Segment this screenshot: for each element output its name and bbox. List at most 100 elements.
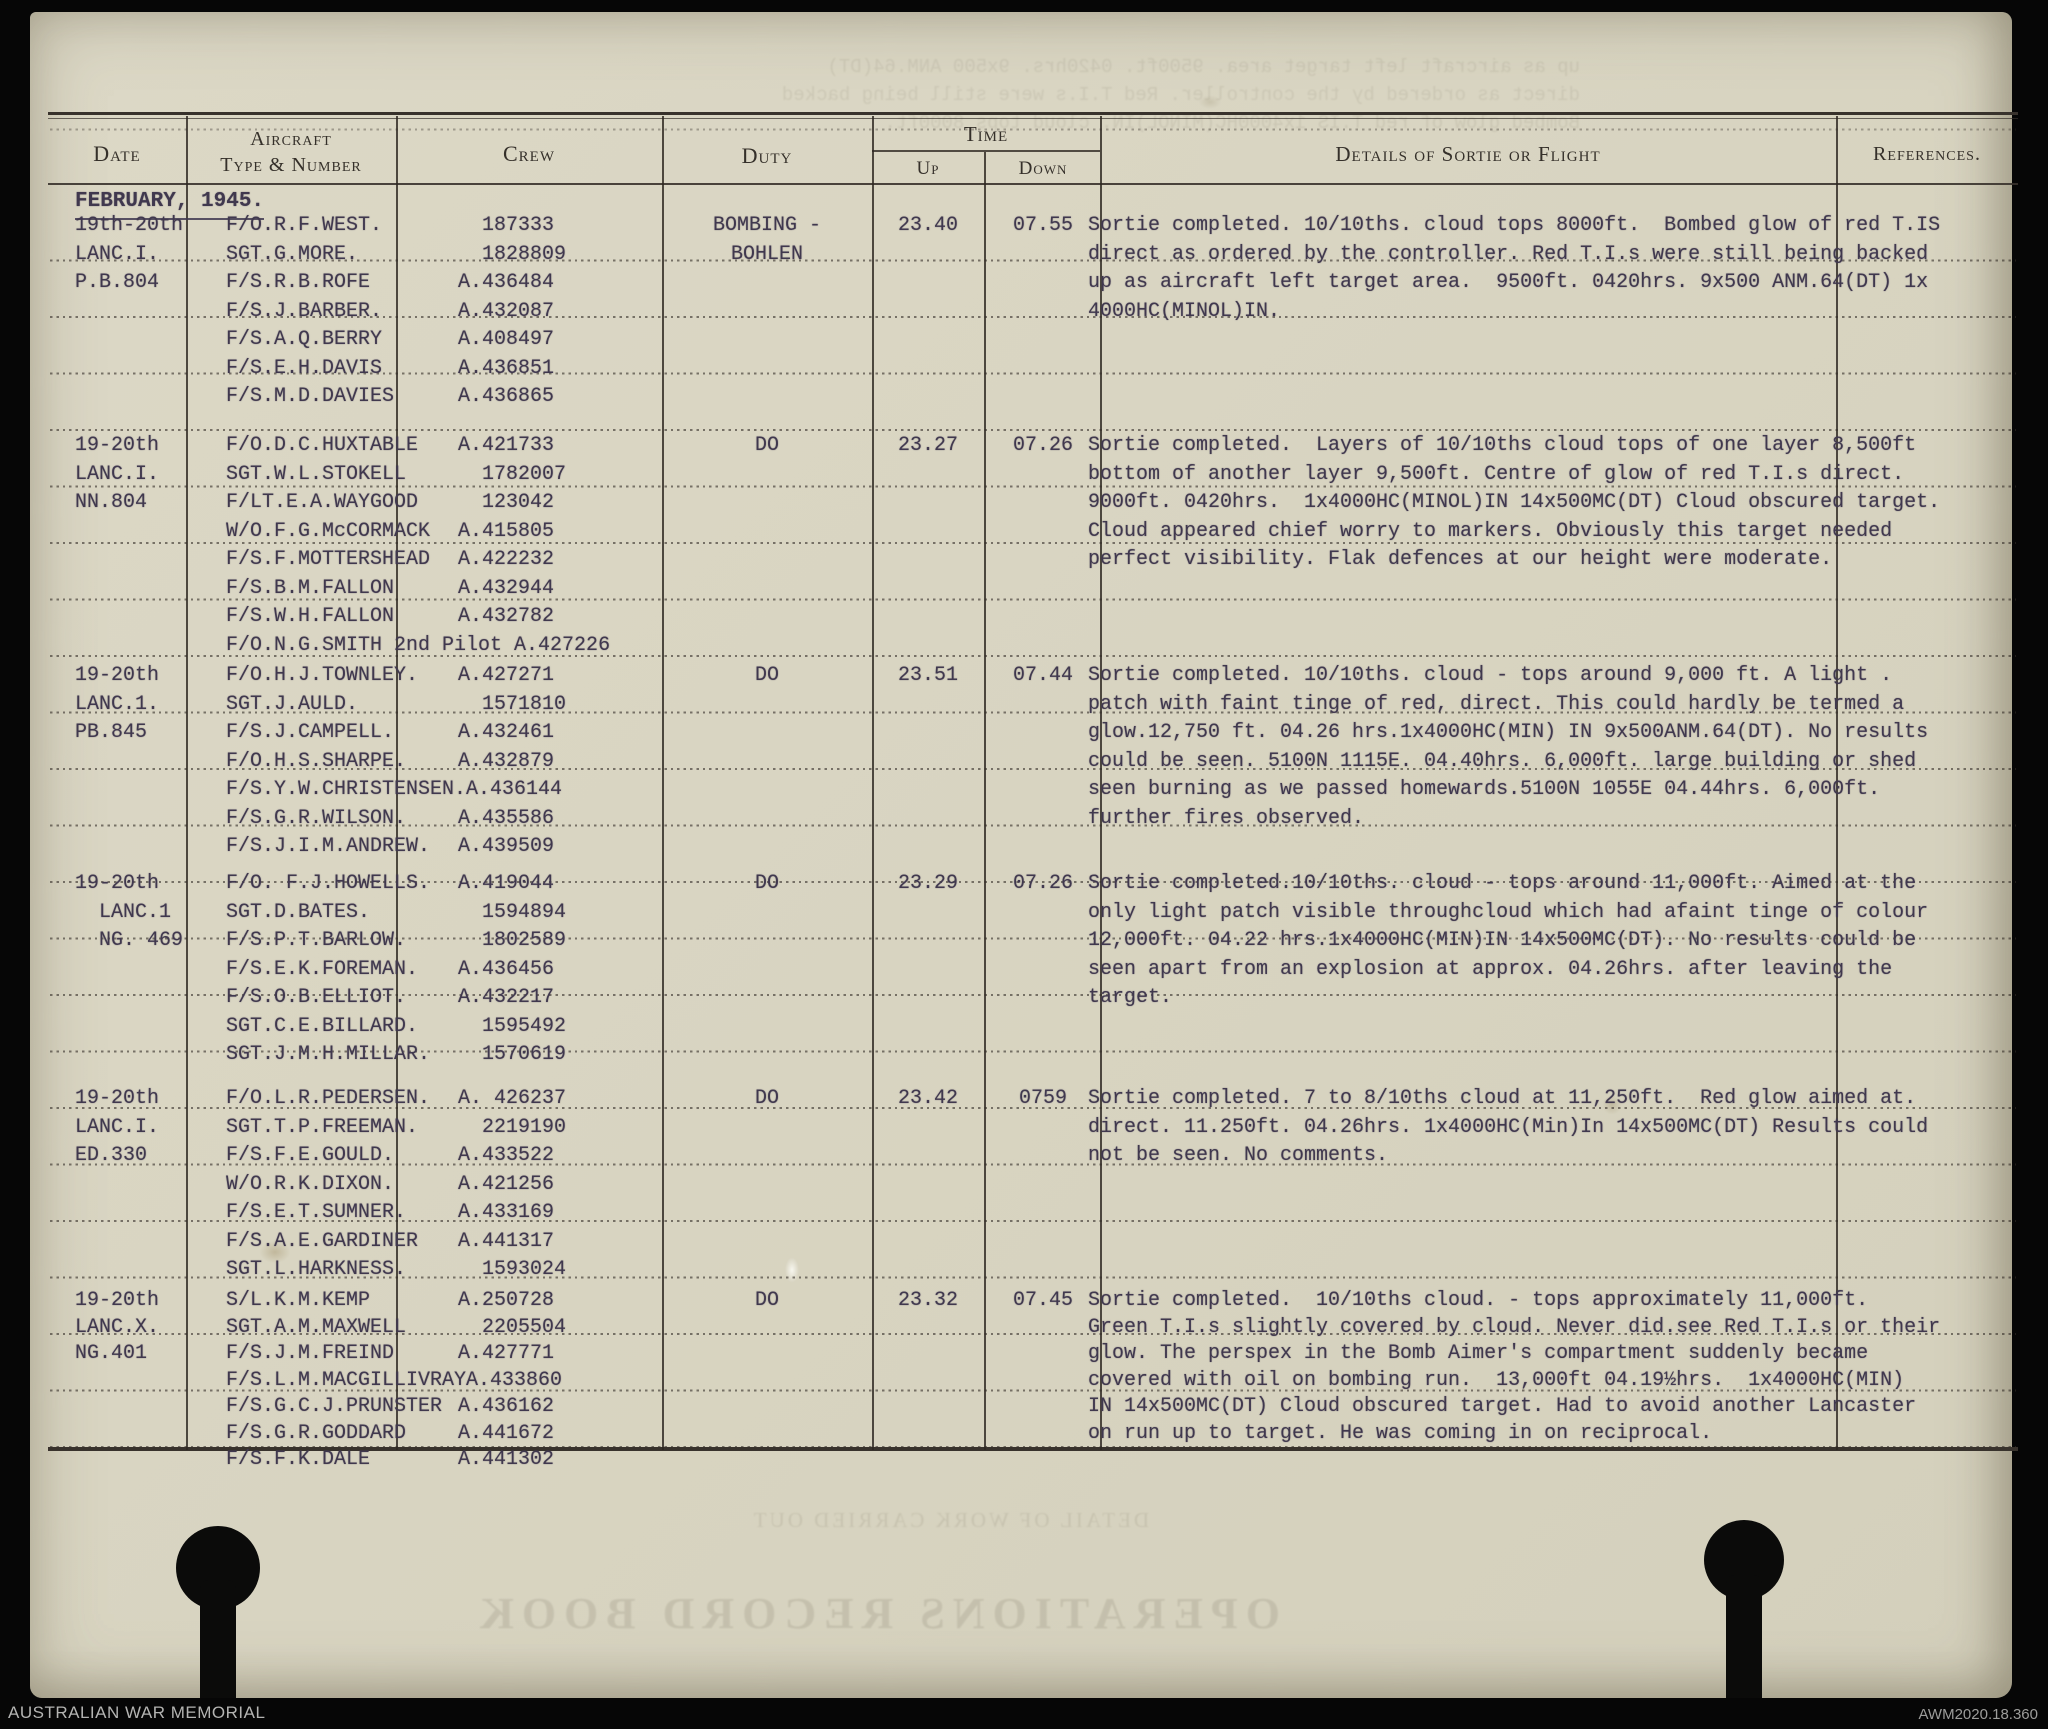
- crew-service-number: 1595492: [458, 1014, 567, 1038]
- date-line: NG. 469: [75, 929, 184, 952]
- crew-line: F/S.E.H.DAVIS A.436851: [226, 355, 706, 384]
- date-line: LANC.X.: [75, 1315, 160, 1339]
- crew-member-name: SGT.A.M.MAXWELL: [226, 1315, 407, 1339]
- crew-service-number: A.433522: [458, 1144, 555, 1167]
- time-up-cell: 23.42: [897, 1087, 958, 1110]
- crew-line: SGT.L.HARKNESS. 1593024: [226, 1256, 706, 1285]
- footer-item-id: AWM2020.18.360: [1918, 1706, 2038, 1723]
- crew-line: F/S.F.E.GOULD. A.433522: [226, 1142, 706, 1171]
- punch-hole-left-stem: [200, 1580, 236, 1698]
- column-header-aircraft-line1: Aircraft: [250, 128, 332, 150]
- crew-service-number: 1570619: [458, 1043, 567, 1066]
- duty-line: BOHLEN: [730, 242, 803, 266]
- date-line: 19-20th: [75, 1289, 160, 1312]
- ghost-bleed-line: direct as ordered by the controller. Red…: [781, 84, 1580, 106]
- duty-line: DO: [754, 1087, 779, 1110]
- crew-line: SGT.G.MORE. 1828809: [226, 241, 706, 270]
- details-cell: Sortie completed. 10/10ths cloud. - tops…: [1088, 1288, 2003, 1447]
- crew-line: F/O.R.F.WEST. 187333: [226, 212, 706, 241]
- crew-line: F/S.G.C.J.PRUNSTER A.436162: [226, 1394, 706, 1421]
- table-bottom-rule: [48, 1447, 2018, 1451]
- crew-service-number: A.432879: [458, 749, 555, 773]
- crew-member-name: W/O.F.G.McCORMACK: [226, 519, 431, 543]
- crew-line: F/O.H.J.TOWNLEY. A.427271: [226, 662, 706, 691]
- date-line: 19-20th: [75, 434, 160, 457]
- crew-service-number: 1782007: [458, 462, 567, 486]
- crew-line: F/S.O.B.ELLIOT. A.432217: [226, 984, 706, 1013]
- details-line: bottom of another layer 9,500ft. Centre …: [1088, 462, 1905, 486]
- details-line: Sortie completed. 10/10ths. cloud tops 8…: [1088, 214, 1941, 237]
- crew-service-number: A.436851: [458, 356, 555, 380]
- details-line: could be seen. 5100N 1115E. 04.40hrs. 6,…: [1088, 749, 1917, 773]
- crew-member-name: F/S.F.E.GOULD.: [226, 1144, 395, 1167]
- crew-member-name: F/O. F.J.HOWELLS.: [226, 872, 431, 895]
- crew-member-name: F/S.R.B.ROFE: [226, 271, 371, 294]
- crew-cell: F/O.R.F.WEST. 187333 SGT.G.MORE. 1828809 F…: [226, 212, 706, 412]
- col-rule: [872, 116, 874, 1450]
- crew-member-name: F/S.E.K.FOREMAN.: [226, 957, 419, 981]
- crew-cell: F/O.D.C.HUXTABLE A.421733 SGT.W.L.STOKELL …: [226, 432, 706, 660]
- crew-member-name: F/LT.E.A.WAYGOOD: [226, 491, 419, 514]
- crew-member-name: F/S.J.M.FREIND: [226, 1342, 395, 1365]
- crew-line: F/S.P.T.BARLOW. 1802589: [226, 927, 706, 956]
- crew-member-name: F/S.B.M.FALLON: [226, 576, 395, 600]
- date-line: 19th-20th: [75, 214, 184, 237]
- crew-member-name: F/S.J.BARBER.: [226, 299, 383, 323]
- time-down-cell: 07.26: [1012, 434, 1073, 457]
- crew-line: F/S.B.M.FALLON A.432944: [226, 575, 706, 604]
- time-down-cell: 07.26: [1012, 872, 1073, 895]
- date-cell: 19-20th LANC.I. ED.330: [75, 1085, 225, 1171]
- duty-cell: DO: [662, 1288, 872, 1315]
- crew-member-name: SGT.L.HARKNESS.: [226, 1258, 407, 1281]
- details-line: target.: [1088, 986, 1173, 1009]
- crew-member-name: SGT.G.MORE.: [226, 242, 359, 266]
- date-cell: 19-20th LANC.1. PB.845: [75, 662, 225, 748]
- time-up-cell: 23.32: [897, 1289, 958, 1312]
- crew-member-name: F/S.J.CAMPELL.: [226, 721, 395, 744]
- footer-archive-name: AUSTRALIAN WAR MEMORIAL: [8, 1703, 266, 1722]
- date-line: LANC.I.: [75, 242, 160, 266]
- crew-service-number: A.436484: [458, 271, 555, 294]
- crew-service-number: 187333: [458, 214, 555, 237]
- column-header-up: Up: [916, 158, 940, 179]
- crew-line: F/S.E.T.SUMNER. A.433169: [226, 1199, 706, 1228]
- crew-line: F/O.L.R.PEDERSEN. A. 426237: [226, 1085, 706, 1114]
- details-line: seen burning as we passed homewards.5100…: [1088, 778, 1881, 801]
- col-rule: [186, 116, 188, 1450]
- details-line: patch with faint tinge of red, direct. T…: [1088, 692, 1905, 716]
- crew-service-number: A.427771: [458, 1342, 555, 1365]
- crew-cell: S/L.K.M.KEMP A.250728 SGT.A.M.MAXWELL 2205…: [226, 1288, 706, 1474]
- details-line: Sortie completed. 10/10ths cloud. - tops…: [1088, 1289, 1869, 1312]
- crew-member-name: F/S.G.R.GODDARD: [226, 1421, 407, 1445]
- crew-member-name: F/O.N.G.SMITH 2nd Pilot: [226, 633, 503, 657]
- duty-line: BOMBING -: [712, 214, 822, 237]
- crew-service-number: A.427226: [502, 633, 611, 657]
- column-header-references: References.: [1873, 143, 1981, 165]
- date-line: P.B.804: [75, 271, 160, 294]
- crew-line: F/O.H.S.SHARPE. A.432879: [226, 748, 706, 777]
- duty-cell: DO: [662, 870, 872, 899]
- crew-service-number: A.433860: [466, 1368, 563, 1392]
- crew-cell: F/O. F.J.HOWELLS. A.419044 SGT.D.BATES. 15…: [226, 870, 706, 1070]
- time-down-cell: 0759: [1018, 1087, 1067, 1110]
- crew-service-number: A.427271: [458, 664, 555, 687]
- header-bottom-rule: [48, 183, 2018, 185]
- details-line: only light patch visible throughcloud wh…: [1088, 900, 1929, 924]
- crew-member-name: F/O.L.R.PEDERSEN.: [226, 1087, 431, 1110]
- details-line: 4000HC(MINOL)IN.: [1088, 299, 1281, 323]
- date-line: PB.845: [75, 721, 148, 744]
- crew-member-name: SGT.D.BATES.: [226, 900, 371, 924]
- crew-line: F/S.F.MOTTERSHEAD A.422232: [226, 546, 706, 575]
- crew-member-name: F/S.Y.W.CHRISTENSEN.: [226, 778, 467, 801]
- crew-line: SGT.A.M.MAXWELL 2205504: [226, 1315, 706, 1342]
- details-line: perfect visibility. Flak defences at our…: [1088, 548, 1833, 571]
- column-header-crew: Crew: [503, 141, 555, 166]
- crew-line: F/S.A.Q.BERRY A.408497: [226, 326, 706, 355]
- details-line: Green T.I.s slightly covered by cloud. N…: [1088, 1315, 1941, 1339]
- crew-service-number: A.432944: [458, 576, 555, 600]
- time-up-cell: 23.29: [897, 872, 958, 895]
- crew-member-name: F/S.G.R.WILSON.: [226, 806, 407, 830]
- table-top-rule-thin: [48, 118, 2018, 119]
- details-line: further fires observed.: [1088, 806, 1365, 830]
- crew-service-number: A.441317: [458, 1229, 555, 1253]
